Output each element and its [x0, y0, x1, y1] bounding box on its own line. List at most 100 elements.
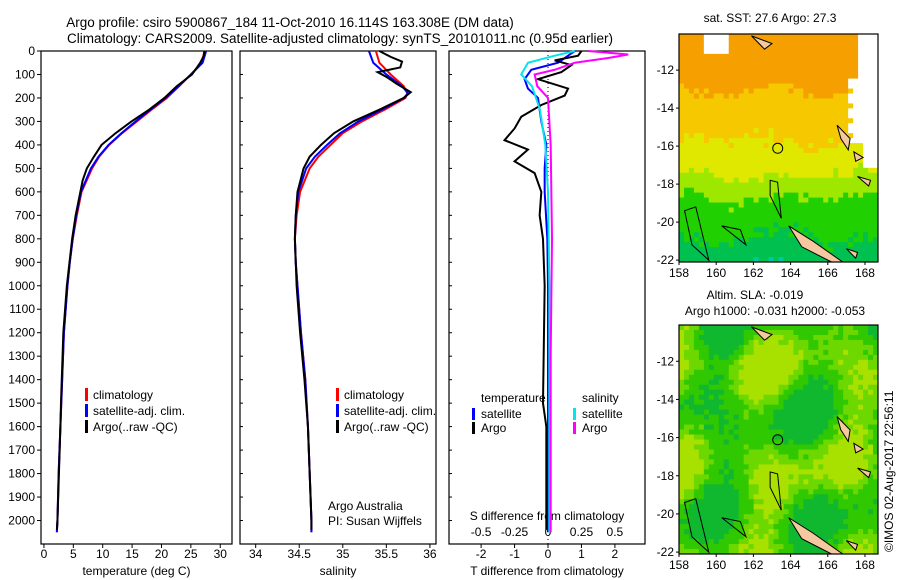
- map-cell: [728, 257, 735, 263]
- map-cell: [683, 469, 690, 475]
- map-cell: [778, 172, 784, 179]
- map-cell: [868, 379, 874, 386]
- map-cell: [828, 469, 834, 475]
- map-cell: [823, 479, 829, 485]
- map-cell: [793, 83, 799, 90]
- map-cell: [703, 232, 710, 238]
- map-cell: [838, 182, 844, 189]
- map-cell: [758, 404, 765, 411]
- map-cell: [868, 133, 874, 139]
- map-cell: [843, 479, 849, 485]
- map-cell: [833, 329, 839, 336]
- map-cell: [793, 384, 799, 391]
- map-cell: [743, 404, 750, 411]
- map-cell: [843, 237, 849, 243]
- map-cell: [853, 167, 859, 174]
- map-cell: [713, 207, 720, 213]
- map-cell: [733, 58, 740, 65]
- map-cell: [863, 187, 869, 194]
- map-cell: [763, 379, 770, 386]
- map-cell: [863, 108, 869, 114]
- map-cell: [868, 232, 874, 238]
- map-cell: [808, 167, 814, 174]
- map-cell: [828, 384, 834, 391]
- legend-swatch: [336, 388, 339, 401]
- map-cell: [873, 103, 879, 109]
- map-cell: [708, 439, 715, 445]
- map-cell: [733, 197, 740, 204]
- map-cell: [818, 257, 824, 263]
- map-cell: [848, 63, 854, 70]
- map-cell: [718, 474, 725, 480]
- map-cell: [748, 98, 755, 104]
- map-cell: [853, 419, 859, 426]
- map-cell: [698, 379, 705, 386]
- map-cell: [833, 53, 839, 60]
- map-cell: [748, 399, 755, 406]
- map-cell: [808, 379, 814, 386]
- legend-swatch: [336, 404, 339, 417]
- map-cell: [718, 162, 725, 169]
- map-cell: [833, 98, 839, 104]
- map-cell: [843, 53, 849, 60]
- map-cell: [773, 83, 779, 90]
- map-cell: [758, 419, 765, 426]
- map-cell: [848, 177, 854, 184]
- map-cell: [778, 369, 784, 376]
- map-cell: [843, 354, 849, 361]
- map-cell: [798, 404, 804, 411]
- map-cell: [713, 384, 720, 391]
- map-cell: [723, 113, 730, 119]
- map-cell: [718, 449, 725, 455]
- map-cell: [828, 404, 834, 411]
- map-cell: [813, 429, 819, 436]
- map-cell: [753, 157, 760, 164]
- map-cell: [843, 103, 849, 109]
- map-cell: [683, 449, 690, 455]
- map-cell: [718, 514, 725, 520]
- map-cell: [728, 192, 735, 199]
- map-cell: [868, 152, 874, 159]
- map-cell: [743, 384, 750, 391]
- map-cell: [733, 88, 740, 94]
- map-cell: [698, 78, 705, 85]
- y-tick-label: 1900: [8, 490, 35, 504]
- map-cell: [813, 48, 819, 55]
- map-cell: [688, 459, 695, 465]
- x-tick-label: 0: [41, 547, 48, 561]
- map-cell: [868, 534, 874, 540]
- map-cell: [733, 394, 740, 401]
- map-cell: [768, 524, 775, 530]
- map-cell: [798, 197, 804, 204]
- map-cell: [798, 202, 804, 208]
- map-cell: [728, 48, 735, 55]
- map-cell: [778, 534, 784, 540]
- map-cell: [728, 549, 735, 555]
- map-cell: [838, 232, 844, 238]
- map-cell: [873, 374, 879, 381]
- map-cell: [813, 133, 819, 139]
- map-cell: [708, 499, 715, 505]
- map-cell: [773, 103, 779, 109]
- map-cell: [768, 504, 775, 510]
- map-cell: [723, 459, 730, 465]
- map-cell: [693, 344, 700, 351]
- map-cell: [693, 384, 700, 391]
- map-cell: [753, 419, 760, 426]
- map-cell: [788, 424, 794, 431]
- map-cell: [768, 364, 775, 371]
- map-cell: [768, 424, 775, 431]
- map-cell: [798, 484, 804, 490]
- map-cell: [813, 325, 819, 331]
- map-cell: [833, 419, 839, 426]
- map-cell: [863, 73, 869, 80]
- map-cell: [698, 549, 705, 555]
- map-cell: [708, 162, 715, 169]
- map-cell: [679, 329, 685, 336]
- map-cell: [768, 325, 775, 331]
- map-cell: [748, 339, 755, 346]
- map-cell: [843, 197, 849, 204]
- map-cell: [693, 329, 700, 336]
- map-cell: [679, 202, 685, 208]
- map-cell: [818, 152, 824, 159]
